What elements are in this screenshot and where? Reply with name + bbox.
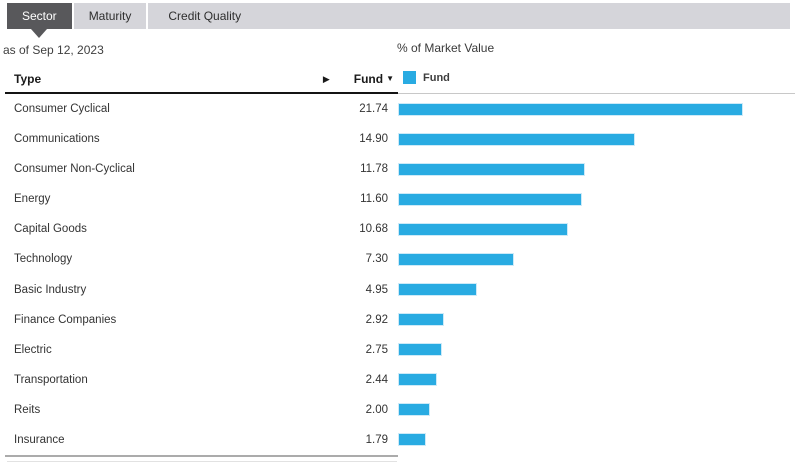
tab-strip: Sector Maturity Credit Quality (7, 3, 790, 38)
fund-bar[interactable] (398, 373, 437, 387)
bar-cell (398, 102, 795, 116)
bar-cell (398, 403, 795, 417)
type-cell: Finance Companies (14, 313, 117, 326)
tab-credit-quality-label: Credit Quality (168, 9, 242, 23)
fund-value-cell: 11.78 (360, 163, 388, 176)
chart-title: % of Market Value (397, 41, 495, 55)
type-cell: Communications (14, 133, 100, 146)
fund-bar[interactable] (398, 132, 635, 146)
table-bottom-border (5, 455, 398, 457)
fund-bar[interactable] (398, 192, 583, 206)
table-row: Finance Companies 2.92 (0, 305, 799, 335)
rows: Consumer Cyclical 21.74 Communications 1… (0, 94, 799, 455)
chart-legend: Fund (403, 71, 450, 84)
legend-label: Fund (423, 71, 450, 84)
chart-top-border (398, 93, 795, 94)
tab-credit-quality[interactable]: Credit Quality (148, 3, 790, 29)
bar-cell (398, 433, 795, 447)
fund-bar[interactable] (398, 252, 514, 266)
fund-value-cell: 2.00 (365, 403, 388, 416)
type-cell: Transportation (14, 373, 88, 386)
table-row: Technology 7.30 (0, 244, 799, 274)
sort-descending-icon: ▼ (386, 74, 394, 83)
bar-cell (398, 132, 795, 146)
fund-value-cell: 14.90 (359, 133, 388, 146)
type-cell: Technology (14, 253, 73, 266)
table-header: Type ▶ Fund ▼ (5, 66, 398, 94)
type-cell: Energy (14, 193, 51, 206)
fund-bar[interactable] (398, 403, 430, 417)
fund-value-cell: 7.30 (365, 253, 388, 266)
active-tab-pointer (31, 29, 48, 38)
table-row: Electric 2.75 (0, 335, 799, 365)
bar-cell (398, 192, 795, 206)
fund-bar[interactable] (398, 283, 477, 296)
table-row: Insurance 1.79 (0, 425, 799, 455)
table-row: Transportation 2.44 (0, 365, 799, 395)
fund-bar[interactable] (398, 102, 744, 116)
fund-value-cell: 1.79 (365, 433, 388, 446)
fund-value-cell: 11.60 (360, 193, 388, 206)
as-of-date: as of Sep 12, 2023 (3, 43, 104, 57)
fund-bar[interactable] (398, 433, 427, 447)
expand-arrow-icon[interactable]: ▶ (322, 73, 330, 84)
type-cell: Insurance (14, 433, 65, 446)
fund-bar[interactable] (398, 162, 586, 176)
fund-value-cell: 2.75 (365, 343, 388, 356)
bar-cell (398, 283, 795, 296)
fund-column-header[interactable]: Fund ▼ (354, 72, 394, 86)
bar-cell (398, 162, 795, 176)
table-row: Basic Industry 4.95 (0, 274, 799, 304)
fund-bar[interactable] (398, 222, 568, 236)
type-cell: Reits (14, 403, 41, 416)
table-row: Consumer Non-Cyclical 11.78 (0, 154, 799, 184)
table-row: Communications 14.90 (0, 124, 799, 154)
type-cell: Consumer Non-Cyclical (14, 163, 135, 176)
fund-bar[interactable] (398, 313, 445, 327)
table-row: Consumer Cyclical 21.74 (0, 94, 799, 124)
bar-cell (398, 343, 795, 357)
fund-bar[interactable] (398, 343, 442, 357)
tab-sector-label: Sector (22, 9, 57, 23)
tab-maturity-label: Maturity (88, 9, 132, 23)
type-cell: Consumer Cyclical (14, 103, 110, 116)
bar-cell (398, 222, 795, 236)
fund-value-cell: 2.92 (365, 313, 388, 326)
fund-value-cell: 21.74 (359, 103, 388, 116)
type-cell: Electric (14, 343, 52, 356)
fund-column-header-label: Fund (353, 72, 384, 86)
bar-cell (398, 252, 795, 266)
fund-value-cell: 4.95 (365, 283, 388, 296)
type-cell: Capital Goods (14, 223, 87, 236)
table-row: Capital Goods 10.68 (0, 214, 799, 244)
tab-maturity[interactable]: Maturity (73, 3, 147, 29)
table-row: Energy 11.60 (0, 184, 799, 214)
widget-bottom-border (7, 461, 397, 462)
type-cell: Basic Industry (14, 283, 87, 296)
bar-cell (398, 313, 795, 327)
fund-value-cell: 2.44 (365, 373, 388, 386)
table-row: Reits 2.00 (0, 395, 799, 425)
legend-swatch (403, 71, 416, 84)
tab-sector[interactable]: Sector (7, 3, 72, 38)
bar-cell (398, 373, 795, 387)
fund-value-cell: 10.68 (359, 223, 388, 236)
type-column-header: Type (14, 72, 42, 86)
